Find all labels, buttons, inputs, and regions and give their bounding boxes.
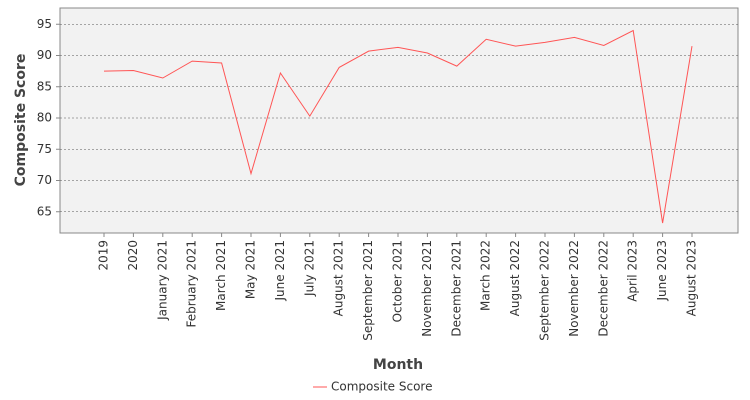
x-tick-label: September 2021 — [361, 240, 375, 341]
x-tick-label: March 2022 — [479, 240, 493, 311]
x-tick-label: July 2021 — [302, 240, 316, 297]
y-tick-label: 75 — [37, 142, 52, 156]
x-tick-label: 2019 — [97, 240, 111, 271]
x-tick-label: December 2021 — [449, 240, 463, 337]
x-tick-label: April 2023 — [626, 240, 640, 302]
x-tick-label: May 2021 — [244, 240, 258, 299]
y-tick-label: 70 — [37, 173, 52, 187]
x-tick-label: February 2021 — [185, 240, 199, 328]
x-tick-label: August 2023 — [685, 240, 699, 316]
legend-label: Composite Score — [331, 380, 432, 394]
y-tick-label: 90 — [37, 48, 52, 62]
series-line — [103, 29, 693, 224]
x-tick-label: 2020 — [126, 240, 140, 271]
x-tick-label: November 2021 — [420, 240, 434, 337]
y-tick-label: 80 — [37, 111, 52, 125]
x-tick-label: October 2021 — [391, 240, 405, 322]
x-tick-label: August 2021 — [332, 240, 346, 316]
y-tick-label: 85 — [37, 79, 52, 93]
x-tick-label: December 2022 — [596, 240, 610, 337]
plot-area — [59, 7, 739, 234]
y-tick-label: 65 — [37, 204, 52, 218]
x-axis-title: Month — [373, 357, 423, 373]
x-tick-label: June 2023 — [655, 240, 669, 302]
x-tick-label: November 2022 — [567, 240, 581, 337]
x-tick-label: August 2022 — [508, 240, 522, 316]
y-axis-title: Composite Score — [13, 54, 29, 187]
x-tick-label: January 2021 — [155, 240, 169, 321]
x-tick-label: March 2021 — [214, 240, 228, 311]
y-tick-label: 95 — [37, 17, 52, 31]
x-tick-label: June 2021 — [273, 240, 287, 302]
x-tick-label: September 2022 — [538, 240, 552, 341]
